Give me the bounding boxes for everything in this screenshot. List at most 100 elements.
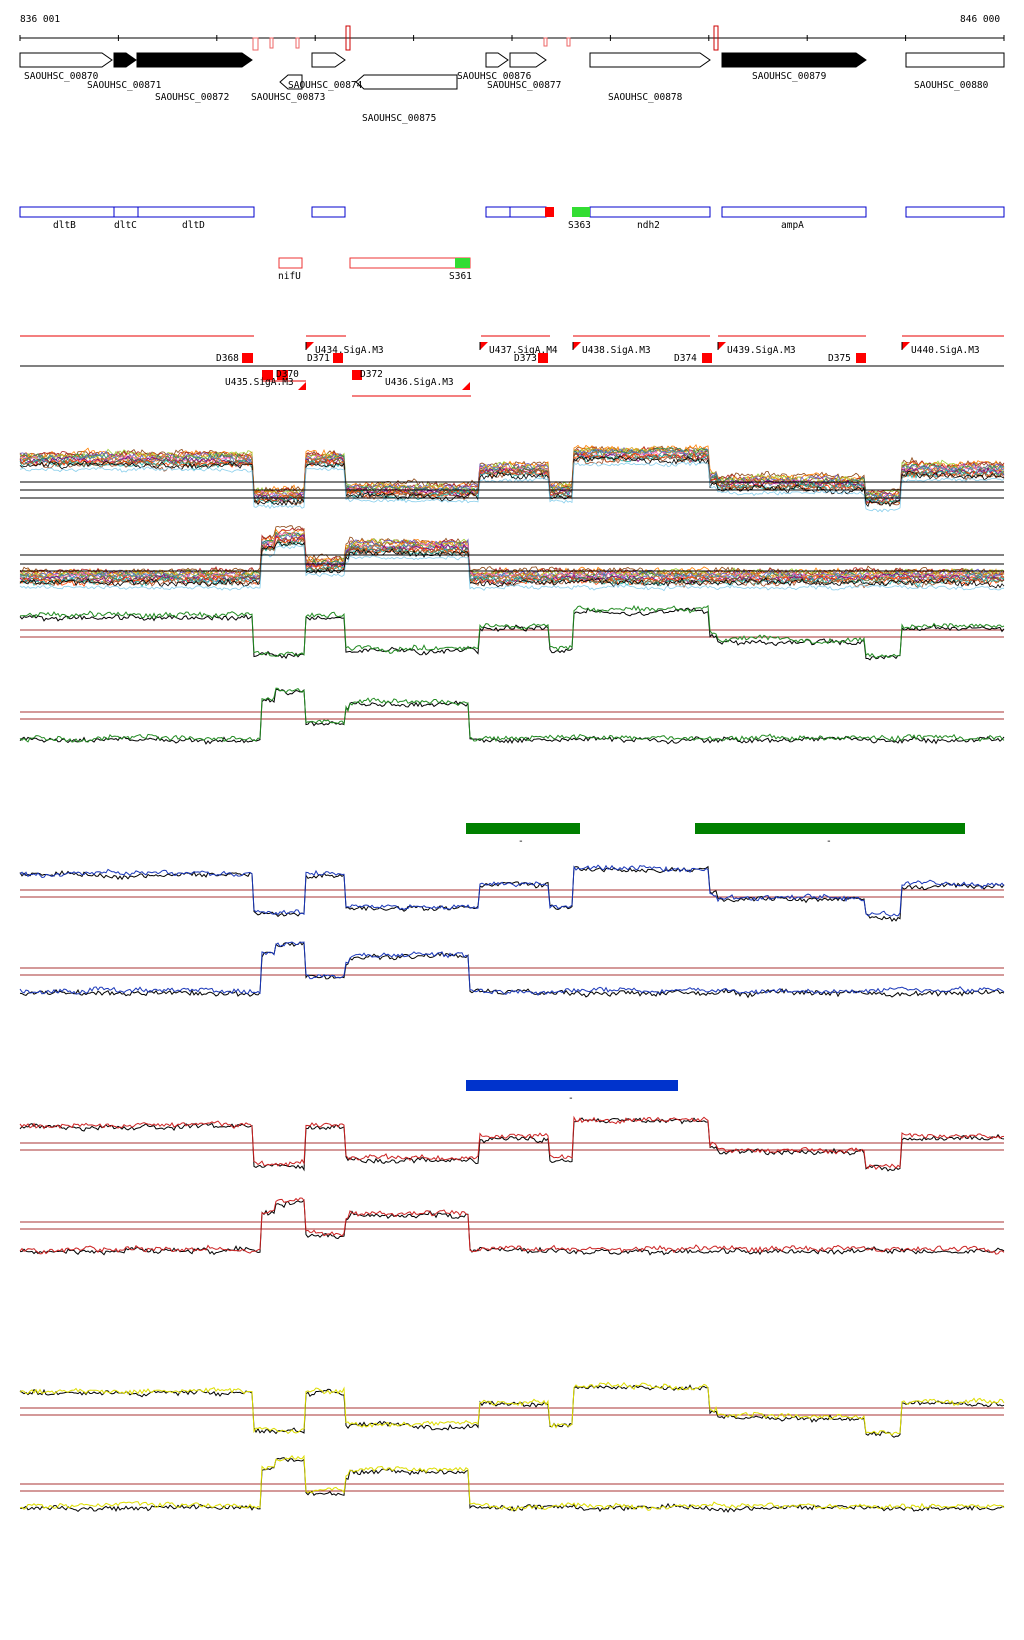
- ruler-marks: [252, 25, 719, 51]
- annotation-red-mark: [545, 207, 554, 217]
- gene-arrow[interactable]: [113, 52, 137, 68]
- gene-label: SAOUHSC_00871: [87, 80, 162, 91]
- segment-label: D374: [674, 353, 697, 364]
- gene-arrow[interactable]: [355, 74, 458, 90]
- gene-label: SAOUHSC_00874: [288, 80, 363, 91]
- green-block-label: -: [518, 836, 524, 847]
- annotation-box[interactable]: [905, 206, 1005, 218]
- profile-line: [19, 1115, 1005, 1171]
- gene-arrow[interactable]: [485, 52, 509, 68]
- gene-arrow[interactable]: [311, 52, 346, 68]
- gene-label: SAOUHSC_00872: [155, 92, 229, 103]
- gene-arrow[interactable]: [721, 52, 867, 68]
- green-block-label: -: [826, 836, 832, 847]
- profile-line: [19, 544, 1005, 592]
- profile-line: [19, 865, 1005, 923]
- annotation-label: ampA: [781, 220, 804, 231]
- gene-arrow[interactable]: [136, 52, 253, 68]
- yellow-strand-profile-bottom: [19, 1454, 1005, 1513]
- annotation-box[interactable]: [589, 206, 711, 218]
- srna-track: nifU S361: [278, 257, 472, 282]
- srna-box[interactable]: [278, 257, 303, 269]
- gene-label: SAOUHSC_00879: [752, 71, 827, 82]
- srna-green-box[interactable]: [455, 258, 470, 268]
- gene-arrow[interactable]: [509, 52, 547, 68]
- gene-label: SAOUHSC_00880: [914, 80, 989, 91]
- profile-line: [19, 455, 1005, 507]
- segment-label: U435.SigA.M3: [225, 377, 294, 388]
- gene-label: SAOUHSC_00877: [487, 80, 561, 91]
- segment-label: U438.SigA.M3: [582, 345, 651, 356]
- profile-line: [19, 607, 1005, 661]
- red-strand-profile-bottom: [19, 1197, 1005, 1256]
- annotation-label: S363: [568, 220, 591, 231]
- profile-line: [19, 1457, 1005, 1513]
- segment-label: U440.SigA.M3: [911, 345, 980, 356]
- srna-label: S361: [449, 271, 472, 282]
- gene-arrow[interactable]: [19, 52, 113, 68]
- profile-line: [19, 1197, 1005, 1255]
- profile-line: [19, 941, 1005, 999]
- annotation-box[interactable]: [137, 206, 255, 218]
- segmentation-track: D368 U434.SigA.M3 D371 D370 U435.SigA.M3…: [20, 335, 1004, 397]
- segment-label: D368: [216, 353, 239, 364]
- annotation-srna-box[interactable]: [572, 207, 590, 217]
- srna-box[interactable]: [349, 257, 471, 269]
- gene-label: SAOUHSC_00870: [24, 71, 99, 82]
- annotation-label: dltB: [53, 220, 76, 231]
- blue-blocks: -: [466, 1080, 678, 1104]
- profile-line: [19, 687, 1005, 743]
- profile-line: [19, 447, 1005, 496]
- profile-line: [19, 528, 1005, 578]
- annotation-label: dltD: [182, 220, 205, 231]
- gene-arrow[interactable]: [905, 52, 1005, 68]
- annotation-labels: dltB dltC dltD S363 ndh2 ampA: [53, 220, 804, 231]
- annotation-track: [19, 206, 1005, 218]
- profile-line: [19, 1381, 1005, 1436]
- gene-label: SAOUHSC_00875: [362, 113, 436, 124]
- profile-line: [19, 1117, 1005, 1172]
- blue-strand-profile-top: [19, 864, 1005, 923]
- coordinate-ruler: 836 001 846 000: [19, 14, 1005, 41]
- profile-line: [19, 454, 1005, 506]
- segment-label: U437.SigA.M4: [489, 345, 558, 356]
- profile-line: [19, 534, 1005, 584]
- annotation-box[interactable]: [113, 206, 139, 218]
- blue-block[interactable]: [466, 1080, 678, 1091]
- ruler-end-label: 846 000: [960, 14, 1000, 25]
- profile-line: [19, 688, 1005, 745]
- blue-strand-profile-bottom: [19, 941, 1005, 999]
- segment-label: D373: [514, 353, 537, 364]
- yellow-strand-profile-top: [19, 1381, 1005, 1438]
- profile-line: [19, 450, 1005, 503]
- green-block[interactable]: [466, 823, 580, 834]
- green-strand-profile-bottom: [19, 687, 1005, 745]
- annotation-box[interactable]: [721, 206, 867, 218]
- profile-line: [19, 941, 1005, 996]
- profile-line: [19, 1454, 1005, 1512]
- segment-label: D375: [828, 353, 851, 364]
- profile-line: [19, 541, 1005, 589]
- annotation-box[interactable]: [311, 206, 346, 218]
- gene-label: SAOUHSC_00873: [251, 92, 325, 103]
- segment-label: U434.SigA.M3: [315, 345, 384, 356]
- annotation-box[interactable]: [19, 206, 115, 218]
- gene-arrow[interactable]: [589, 52, 711, 68]
- segment-label: D370: [276, 369, 299, 380]
- segment-label: U436.SigA.M3: [385, 377, 454, 388]
- segment-label: D372: [360, 369, 383, 380]
- annotation-box[interactable]: [485, 206, 511, 218]
- red-strand-profile-top: [19, 1115, 1005, 1172]
- profile-line: [19, 604, 1005, 659]
- gene-arrow[interactable]: [279, 74, 303, 90]
- profile-line: [19, 453, 1005, 505]
- profile-line: [19, 864, 1005, 917]
- segment-label: D371: [307, 353, 330, 364]
- profile-line: [19, 1384, 1005, 1438]
- annotation-box[interactable]: [509, 206, 547, 218]
- srna-label: nifU: [278, 271, 301, 282]
- gene-track: [19, 52, 1005, 90]
- gene-label: SAOUHSC_00876: [457, 71, 532, 82]
- green-block[interactable]: [695, 823, 965, 834]
